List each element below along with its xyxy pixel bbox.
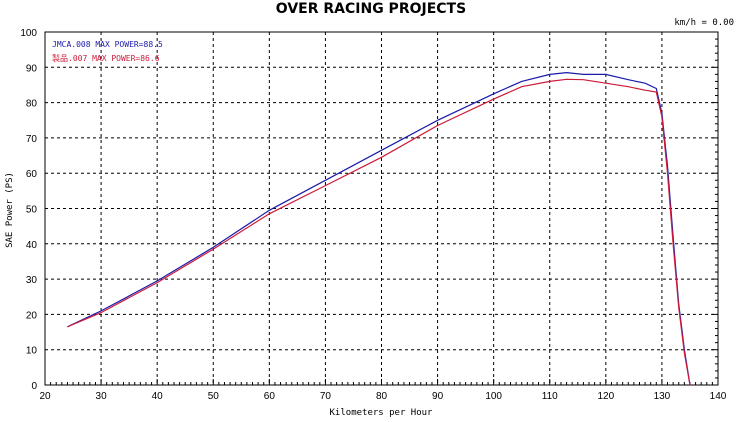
grid-lines — [45, 32, 718, 385]
minor-tick-marks — [44, 31, 719, 386]
series-line-2 — [67, 78, 691, 386]
x-tick-label: 120 — [597, 391, 614, 402]
y-tick-label: 10 — [26, 346, 38, 357]
x-tick-label: 70 — [320, 391, 332, 402]
y-tick-label: 20 — [26, 310, 38, 321]
y-tick-label: 90 — [26, 63, 38, 74]
y-tick-label: 30 — [26, 275, 38, 286]
y-tick-label: 40 — [26, 240, 38, 251]
x-tick-label: 40 — [152, 391, 164, 402]
y-tick-label: 70 — [26, 134, 38, 145]
y-tick-labels: 0 10 20 30 40 50 60 70 80 90 100 — [20, 28, 37, 392]
legend-entry-2: 製品.007 MAX POWER=86.6 — [52, 53, 160, 63]
x-tick-label: 80 — [376, 391, 388, 402]
x-tick-label: 100 — [485, 391, 502, 402]
x-tick-label: 30 — [96, 391, 108, 402]
speed-readout: km/h = 0.00 — [674, 18, 734, 28]
x-tick-label: 90 — [432, 391, 444, 402]
x-tick-label: 60 — [264, 391, 276, 402]
y-tick-label: 80 — [26, 99, 38, 110]
legend: JMCA.008 MAX POWER=88.5 製品.007 MAX POWER=… — [52, 40, 163, 63]
y-tick-label: 0 — [31, 381, 37, 392]
y-axis-label: SAE Power (PS) — [5, 172, 15, 248]
x-tick-label: 140 — [710, 391, 727, 402]
chart-title: OVER RACING PROJECTS — [276, 1, 466, 17]
y-tick-label: 100 — [20, 28, 37, 39]
x-tick-label: 50 — [208, 391, 220, 402]
x-axis-label: Kilometers per Hour — [330, 408, 434, 418]
x-tick-label: 20 — [39, 391, 51, 402]
legend-entry-1: JMCA.008 MAX POWER=88.5 — [52, 40, 163, 49]
y-tick-label: 50 — [26, 205, 38, 216]
x-tick-label: 130 — [654, 391, 671, 402]
series-layer — [67, 71, 691, 386]
x-tick-labels: 20 30 40 50 60 70 80 90 100 110 120 130 140 — [39, 391, 726, 402]
y-tick-label: 60 — [26, 169, 38, 180]
x-tick-label: 110 — [542, 391, 558, 402]
